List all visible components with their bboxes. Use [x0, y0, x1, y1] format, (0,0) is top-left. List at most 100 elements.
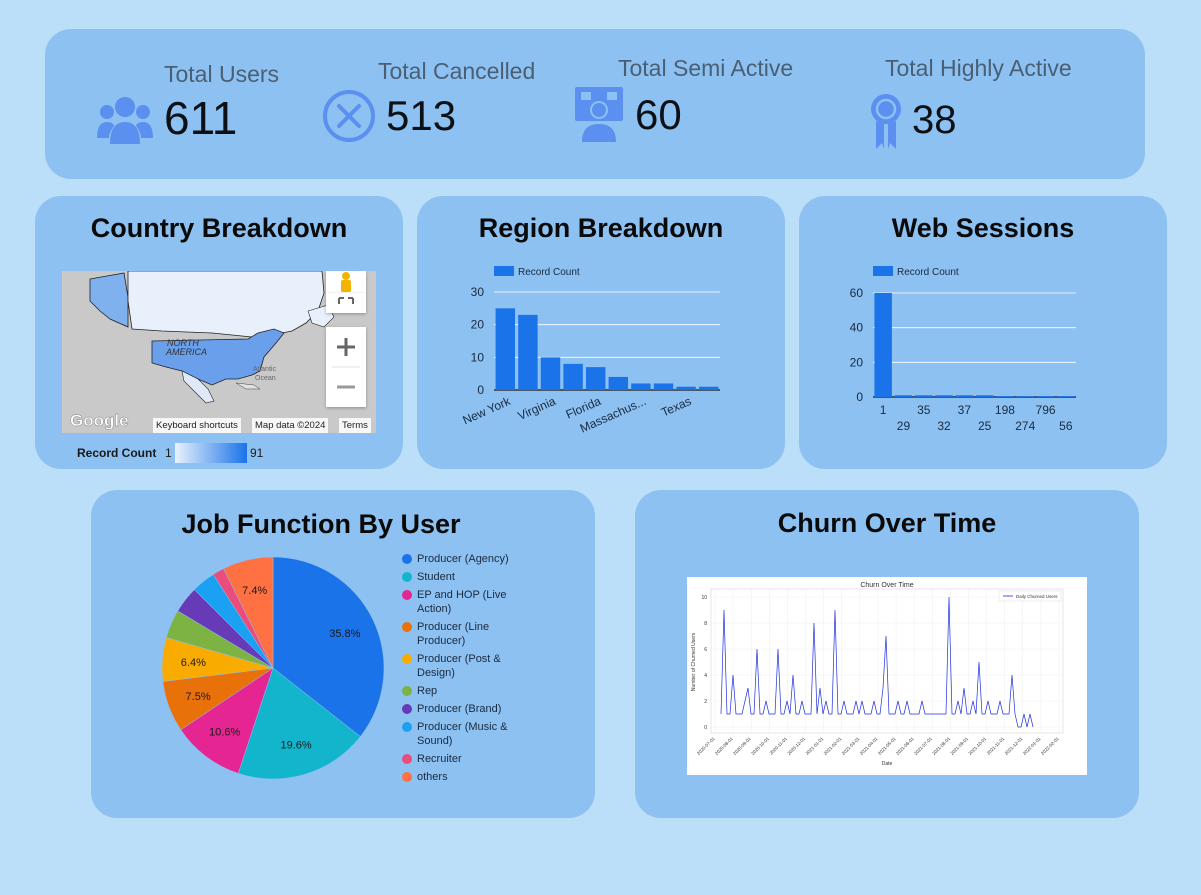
legend-item[interactable]: Sound): [417, 735, 453, 747]
terms-link[interactable]: Terms: [339, 418, 371, 433]
legend-swatch: [402, 704, 412, 714]
churn-xtick: 2020-12-01: [786, 736, 806, 756]
churn-ytick: 2: [704, 699, 707, 705]
country-breakdown-title: Country Breakdown: [90, 213, 348, 243]
usa-shape: [151, 328, 285, 386]
alaska-shape: [89, 272, 129, 328]
legend-item[interactable]: Design): [417, 667, 455, 679]
churn-xtick: 2021-08-01: [931, 736, 951, 756]
total-users-label: Total Users: [164, 61, 280, 87]
churn-ytick: 0: [704, 725, 707, 731]
job-function-card: Job Function By User: [91, 490, 595, 818]
fullscreen-icon: [338, 297, 354, 304]
churn-ytick: 10: [701, 595, 707, 601]
legend-item[interactable]: Producer): [417, 635, 466, 647]
churn-legend-box: [998, 590, 1062, 602]
legend-swatch: [402, 754, 412, 764]
pegman-icon: [341, 272, 351, 292]
churn-legend-label: Daily Churned Users: [1016, 594, 1058, 599]
legend-swatch: [402, 686, 412, 696]
google-logo: Google: [70, 411, 129, 430]
pegman-button[interactable]: [326, 271, 366, 293]
total-users-value: 611: [164, 92, 238, 144]
zoom-icons: [332, 338, 360, 389]
churn-title: Churn Over Time: [777, 508, 997, 538]
legend-swatch: [402, 654, 412, 664]
legend-swatch: [402, 572, 412, 582]
map-legend-min: 1: [165, 446, 172, 460]
america-label-line2: AMERICA: [165, 347, 207, 357]
map-legend-label: Record Count: [77, 446, 157, 460]
legend-swatch: [402, 554, 412, 564]
legend-swatch: [402, 590, 412, 600]
total-cancelled-value: 513: [386, 92, 457, 139]
churn-xtick: 2022-02-01: [1040, 736, 1060, 756]
atlantic-label: Atlantic: [253, 366, 276, 373]
churn-series-line: [720, 596, 1034, 728]
canada-shape: [127, 271, 325, 338]
map-canvas: NORTH AMERICA Atlantic Ocean Google: [62, 271, 376, 433]
churn-xtick: 2021-09-01: [949, 736, 969, 756]
total-semi-active-label: Total Semi Active: [618, 55, 794, 81]
ocean-label: Ocean: [255, 375, 276, 382]
region-breakdown-title: Region Breakdown: [478, 213, 724, 243]
churn-xtick: 2021-12-01: [1004, 736, 1024, 756]
total-highly-active-label: Total Highly Active: [885, 55, 1072, 81]
award-ribbon-icon: [871, 94, 901, 149]
web-sessions-card: Web Sessions: [799, 196, 1167, 469]
churn-xtick: 2020-07-01: [696, 736, 716, 756]
mexico-shape: [181, 370, 215, 404]
churn-ytick: 6: [704, 647, 707, 653]
churn-chart-image: Churn Over Time 0 2 4 6 8 10 2020-07-01 2020-08-…: [687, 577, 1087, 775]
web-sessions-title: Web Sessions: [891, 213, 1075, 243]
total-semi-active-value: 60: [635, 91, 682, 138]
users-group-icon: [97, 97, 153, 144]
churn-line-chart: Churn Over Time 0 2 4 6 8 10 2020-07-012020-08-…: [691, 582, 1064, 767]
region-breakdown-card: Region Breakdown: [417, 196, 785, 469]
churn-ylabel: Number of Churned Users: [691, 632, 697, 691]
map-legend-max: 91: [250, 446, 264, 460]
legend-item[interactable]: Producer (Post &: [417, 653, 501, 665]
cuba-shape: [235, 382, 261, 390]
legend-item[interactable]: Action): [417, 603, 452, 615]
legend-item[interactable]: Student: [417, 571, 455, 583]
total-highly-active-value: 38: [912, 98, 957, 142]
churn-ytick: 4: [704, 673, 707, 679]
legend-swatch: [402, 722, 412, 732]
legend-item[interactable]: Producer (Music &: [417, 721, 508, 733]
north-label-line1: NORTH: [167, 338, 199, 348]
churn-xtick: 2020-10-01: [750, 736, 770, 756]
churn-xtick: 2021-10-01: [967, 736, 987, 756]
fullscreen-button[interactable]: [326, 293, 366, 313]
legend-item[interactable]: others: [417, 771, 448, 783]
churn-xtick: 2021-06-01: [895, 736, 915, 756]
legend-swatch: [402, 622, 412, 632]
churn-xlabel: Date: [882, 761, 893, 767]
map-data-attribution: Map data ©2024: [252, 418, 329, 433]
legend-item[interactable]: EP and HOP (Live: [417, 589, 507, 601]
total-cancelled-label: Total Cancelled: [378, 58, 536, 84]
churn-xtick: 2020-09-01: [732, 736, 752, 756]
churn-inner-title: Churn Over Time: [860, 582, 913, 589]
churn-ytick: 8: [704, 621, 707, 627]
churn-xtick: 2021-02-01: [823, 736, 843, 756]
presenter-icon: [575, 87, 623, 142]
legend-item[interactable]: Recruiter: [417, 753, 462, 765]
map-legend-gradient: [175, 443, 247, 463]
legend-item[interactable]: Producer (Agency): [417, 553, 509, 565]
legend-swatch: [402, 772, 412, 782]
churn-xtick: 2021-01-01: [805, 736, 825, 756]
legend-item[interactable]: Rep: [417, 685, 438, 697]
churn-xtick: 2022-01-01: [1022, 736, 1042, 756]
legend-item[interactable]: Producer (Line: [417, 621, 490, 633]
churn-xtick: 2021-05-01: [877, 736, 897, 756]
keyboard-shortcuts-link[interactable]: Keyboard shortcuts: [153, 418, 241, 433]
cancel-circle-icon: [323, 90, 375, 142]
legend-item[interactable]: Producer (Brand): [417, 703, 502, 715]
churn-xtick: 2021-04-01: [859, 736, 879, 756]
zoom-controls: [326, 327, 366, 407]
country-map[interactable]: NORTH AMERICA Atlantic Ocean Google: [62, 271, 376, 433]
churn-xtick: 2021-03-01: [841, 736, 861, 756]
churn-xtick: 2020-08-01: [714, 736, 734, 756]
churn-xtick: 2021-07-01: [913, 736, 933, 756]
